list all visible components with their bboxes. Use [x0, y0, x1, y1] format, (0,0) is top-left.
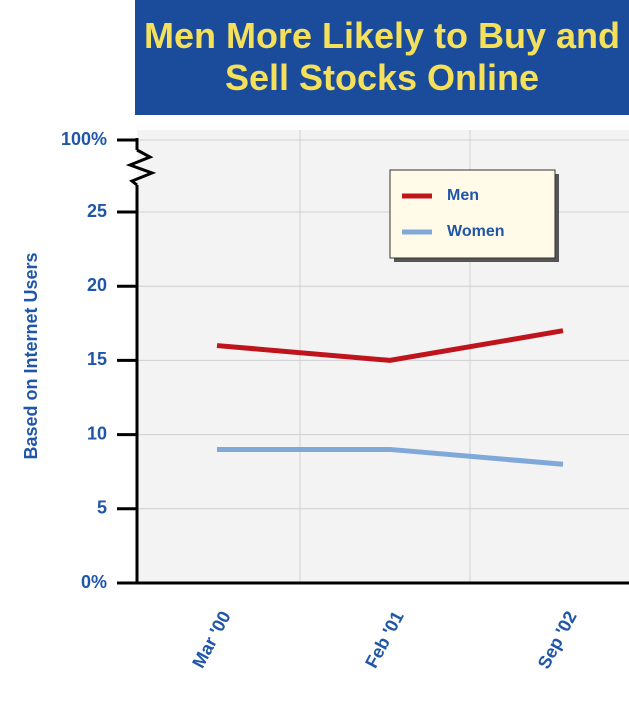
y-axis-label: Based on Internet Users: [21, 252, 41, 459]
legend-box: [390, 170, 555, 258]
x-tick-label: Sep '02: [534, 608, 581, 672]
y-tick-label: 10: [87, 423, 107, 443]
x-tick-label: Feb '01: [361, 608, 407, 672]
page: {"chart_data": {"type": "line", "title":…: [0, 0, 629, 703]
legend-label: Men: [447, 187, 479, 204]
y-tick-label: 15: [87, 349, 107, 369]
chart-title: Men More Likely to Buy and Sell Stocks O…: [135, 0, 629, 115]
legend-label: Women: [447, 223, 504, 240]
x-tick-label: Mar '00: [188, 608, 234, 672]
y-tick-label: 25: [87, 201, 107, 221]
y-tick-label: 100%: [61, 129, 107, 149]
y-tick-label: 0%: [81, 572, 107, 592]
y-tick-label: 5: [97, 498, 107, 518]
y-tick-label: 20: [87, 275, 107, 295]
